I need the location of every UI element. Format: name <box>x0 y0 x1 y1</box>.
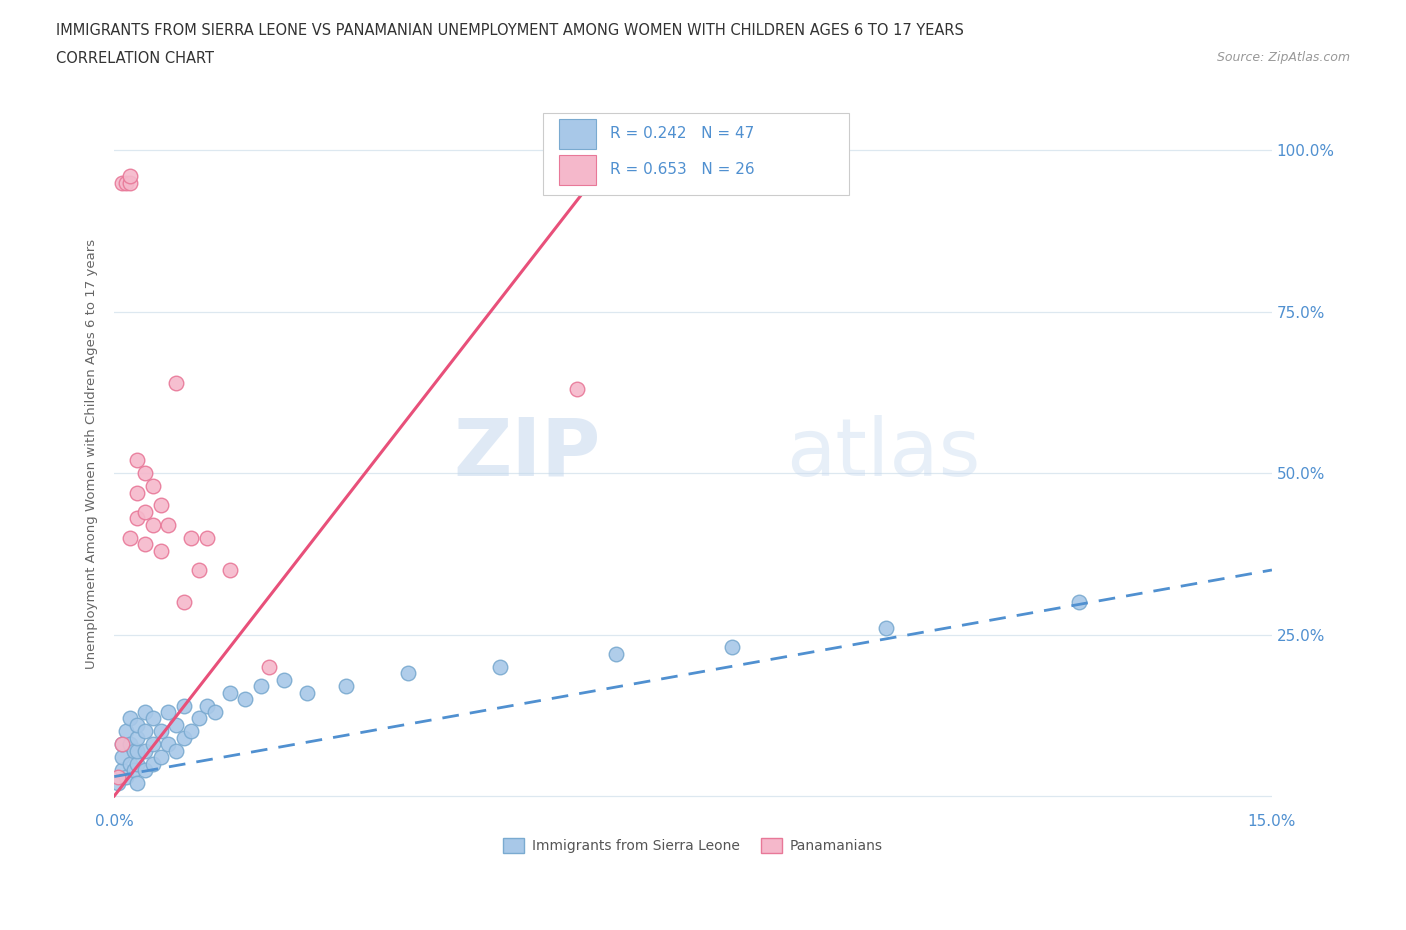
Point <box>173 698 195 713</box>
Point <box>134 763 156 777</box>
Point <box>295 685 318 700</box>
Point <box>134 705 156 720</box>
Point <box>605 646 627 661</box>
Point <box>127 485 149 500</box>
Text: R = 0.653   N = 26: R = 0.653 N = 26 <box>610 163 755 178</box>
Point <box>149 724 172 738</box>
Text: ZIP: ZIP <box>453 415 600 493</box>
Point <box>188 711 211 726</box>
Point <box>127 776 149 790</box>
Point <box>149 543 172 558</box>
Text: Source: ZipAtlas.com: Source: ZipAtlas.com <box>1216 51 1350 64</box>
Point <box>118 711 141 726</box>
Point <box>134 743 156 758</box>
Point <box>195 698 218 713</box>
Point <box>567 382 589 397</box>
Point <box>134 724 156 738</box>
Point <box>195 530 218 545</box>
Point <box>127 730 149 745</box>
Point <box>1067 595 1090 610</box>
Point <box>134 466 156 481</box>
Point <box>118 737 141 751</box>
Point <box>107 769 129 784</box>
Point <box>127 756 149 771</box>
Point <box>127 511 149 525</box>
Point <box>127 743 149 758</box>
Point <box>111 737 134 751</box>
Legend: Immigrants from Sierra Leone, Panamanians: Immigrants from Sierra Leone, Panamanian… <box>498 832 889 858</box>
Point <box>204 705 226 720</box>
Point <box>273 672 295 687</box>
Point <box>115 724 138 738</box>
Point <box>122 763 145 777</box>
Point <box>257 659 280 674</box>
Point <box>115 769 138 784</box>
Point <box>235 692 257 707</box>
Bar <box>558 119 596 149</box>
Point <box>118 756 141 771</box>
Point <box>111 750 134 764</box>
Point <box>396 666 419 681</box>
Point <box>118 175 141 190</box>
Point <box>173 730 195 745</box>
Point <box>142 756 165 771</box>
Point <box>180 530 202 545</box>
Point <box>118 530 141 545</box>
Point <box>122 743 145 758</box>
Point <box>127 453 149 468</box>
Text: CORRELATION CHART: CORRELATION CHART <box>56 51 214 66</box>
Point <box>165 376 187 391</box>
Point <box>111 763 134 777</box>
Point <box>219 563 242 578</box>
Point <box>489 659 512 674</box>
Bar <box>558 155 596 185</box>
Point <box>127 717 149 732</box>
Point <box>149 750 172 764</box>
Point <box>165 717 187 732</box>
Point <box>111 737 134 751</box>
Point <box>157 517 180 532</box>
Point <box>142 711 165 726</box>
Point <box>165 743 187 758</box>
Y-axis label: Unemployment Among Women with Children Ages 6 to 17 years: Unemployment Among Women with Children A… <box>86 239 98 669</box>
Point <box>142 737 165 751</box>
Point <box>720 640 742 655</box>
Point <box>335 679 357 694</box>
Point <box>157 737 180 751</box>
Point <box>107 776 129 790</box>
Point <box>219 685 242 700</box>
Point <box>149 498 172 512</box>
Point <box>111 175 134 190</box>
Point <box>134 504 156 519</box>
Point <box>115 175 138 190</box>
Point <box>134 537 156 551</box>
Point <box>118 168 141 183</box>
Point <box>142 517 165 532</box>
Text: IMMIGRANTS FROM SIERRA LEONE VS PANAMANIAN UNEMPLOYMENT AMONG WOMEN WITH CHILDRE: IMMIGRANTS FROM SIERRA LEONE VS PANAMANI… <box>56 23 965 38</box>
FancyBboxPatch shape <box>543 113 849 194</box>
Point <box>173 595 195 610</box>
Point <box>157 705 180 720</box>
Point <box>250 679 273 694</box>
Point <box>142 479 165 494</box>
Text: R = 0.242   N = 47: R = 0.242 N = 47 <box>610 126 754 141</box>
Point <box>188 563 211 578</box>
Text: atlas: atlas <box>786 415 980 493</box>
Point <box>875 620 897 635</box>
Point <box>180 724 202 738</box>
